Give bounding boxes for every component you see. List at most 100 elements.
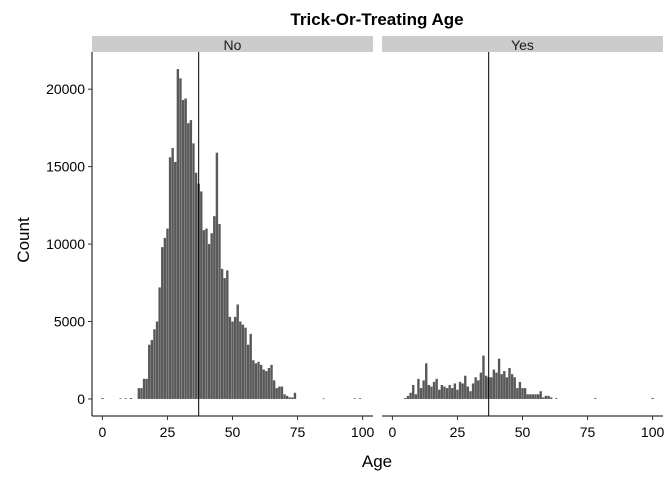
histogram-bar <box>194 172 198 399</box>
histogram-bar <box>513 377 516 399</box>
histogram-bar <box>526 394 529 399</box>
histogram-bar <box>409 392 412 399</box>
histogram-bar <box>218 223 221 399</box>
x-tick-label: 75 <box>580 424 596 440</box>
histogram-bar <box>231 321 234 399</box>
x-tick-label: 100 <box>641 424 665 440</box>
histogram-bar <box>471 383 475 399</box>
histogram-bar <box>445 388 449 399</box>
facet-panel-yes: Yes 0 25 50 75 100 <box>382 36 664 440</box>
histogram-bar <box>142 378 146 399</box>
histogram-bar <box>215 152 219 399</box>
histogram-bar <box>233 316 237 399</box>
histogram-bar <box>189 120 193 399</box>
facet-strip-label: No <box>224 37 242 53</box>
histogram-bar <box>150 340 154 399</box>
histogram-bar <box>448 385 451 399</box>
x-tick-label: 25 <box>450 424 466 440</box>
histogram-bar <box>241 324 245 399</box>
histogram-bar <box>503 371 506 399</box>
histogram-bar <box>207 244 211 399</box>
histogram-bar <box>249 333 252 399</box>
histogram-bar <box>469 391 472 399</box>
histogram-bar <box>246 344 250 399</box>
facet-strip-label: Yes <box>511 37 534 53</box>
histogram-bar <box>404 398 407 399</box>
histogram-bar <box>322 398 325 400</box>
histogram-bar <box>278 386 281 399</box>
histogram-bar <box>187 123 190 399</box>
histogram-bar <box>163 237 167 399</box>
histogram-bar <box>521 388 524 399</box>
histogram-bar <box>492 369 496 399</box>
facet-strip <box>382 36 663 52</box>
histogram-bar <box>280 386 284 399</box>
y-tick-label: 20000 <box>46 81 85 97</box>
histogram-bar <box>181 100 185 399</box>
histogram-bar <box>531 394 535 399</box>
histogram-bar <box>220 268 224 399</box>
histogram-bar <box>270 364 273 399</box>
histogram-bar <box>155 321 159 399</box>
histogram-bar <box>412 385 415 399</box>
histogram-bar <box>430 386 433 399</box>
histogram-bar <box>171 148 174 399</box>
x-tick-label: 25 <box>160 424 176 440</box>
histogram-bar <box>477 380 480 399</box>
histogram-bar <box>549 397 553 399</box>
histogram-bar <box>226 270 229 399</box>
histogram-bar <box>443 386 446 399</box>
histogram-bar <box>516 388 519 399</box>
histogram-bar <box>262 369 265 399</box>
histogram-bar <box>464 375 467 399</box>
histogram-bar <box>244 327 247 399</box>
x-tick-label: 0 <box>389 424 397 440</box>
y-tick-label: 0 <box>77 391 85 407</box>
x-tick-label: 0 <box>99 424 107 440</box>
x-tick-label: 50 <box>515 424 531 440</box>
histogram-bar <box>536 394 540 399</box>
histogram-bar <box>466 386 470 399</box>
histogram-bar <box>140 388 143 399</box>
histogram-bar <box>523 388 527 399</box>
histogram-bar <box>427 385 431 399</box>
histogram-bar <box>291 397 294 399</box>
histogram-bar <box>406 395 410 399</box>
histogram-bar <box>495 372 498 399</box>
histogram-bar <box>440 385 444 399</box>
histogram-bar <box>254 363 258 399</box>
histogram-bar <box>213 216 216 399</box>
histogram-bar <box>288 397 291 399</box>
histogram-bar <box>124 398 128 399</box>
histogram-bar <box>484 375 488 399</box>
y-tick-label: 10000 <box>46 236 85 252</box>
histogram-bar <box>259 364 263 399</box>
histogram-bar <box>453 383 457 399</box>
histogram-bar <box>508 367 511 399</box>
histogram-bar <box>542 397 545 399</box>
histogram-bar <box>432 381 436 399</box>
histogram-bar <box>417 378 420 399</box>
histogram-bar <box>153 329 156 399</box>
x-tick-label: 75 <box>290 424 306 440</box>
histogram-bar <box>174 161 177 399</box>
histogram-bar <box>534 394 537 399</box>
histogram-bar <box>438 389 441 399</box>
histogram-bar <box>479 372 483 399</box>
histogram-bar <box>547 395 550 399</box>
histogram-bar <box>236 304 239 399</box>
y-axis: 0 5000 10000 15000 20000 <box>46 52 93 416</box>
histogram-bar <box>223 278 226 399</box>
histogram-bar <box>490 377 493 399</box>
histogram-bar <box>458 381 462 399</box>
histogram-bar <box>505 377 509 399</box>
histogram-bar <box>544 395 548 399</box>
histogram-bar <box>456 389 459 399</box>
histogram-bar <box>422 380 425 399</box>
histogram-bar <box>518 381 522 399</box>
histogram-bar <box>283 394 286 399</box>
histogram-bar <box>176 69 180 399</box>
histogram-bar <box>168 157 172 399</box>
histogram-bar <box>539 391 542 399</box>
